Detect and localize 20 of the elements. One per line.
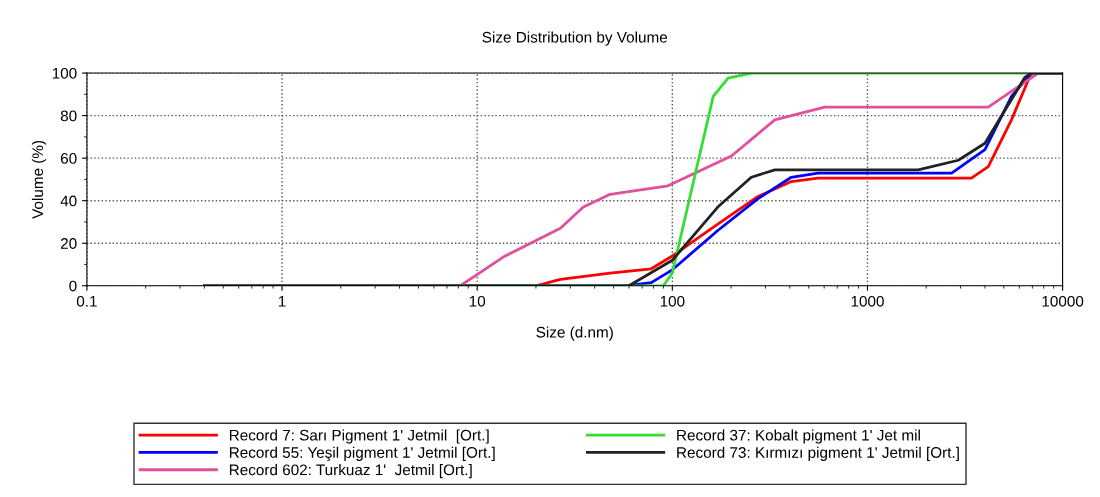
legend-label: Record 7: Sarı Pigment 1' Jetmil [Ort.] [229,429,489,444]
y-tick-label: 100 [52,67,77,79]
chart-title: Size Distribution by Volume [482,31,668,46]
x-tick-label: 1000 [851,295,884,307]
legend-label: Record 602: Turkuaz 1' Jetmil [Ort.] [229,464,472,479]
legend-label: Record 55: Yeşil pigment 1' Jetmil [Ort.] [229,446,495,461]
y-tick-label: 20 [60,238,77,249]
x-tick-label: 10 [469,295,486,307]
y-tick-label: 80 [60,110,77,122]
x-tick-label: 10000 [1042,295,1084,307]
x-tick-label: 0.1 [76,295,97,307]
y-tick-label: 40 [60,195,77,207]
x-tick-label: 100 [660,295,685,307]
x-axis-title: Size (d.nm) [536,326,613,341]
y-axis-title: Volume (%) [31,140,47,219]
y-tick-label: 0 [69,280,77,292]
y-tick-label: 60 [60,153,77,164]
x-tick-label: 1 [278,296,286,307]
legend-label: Record 73: Kırmızı pigment 1' Jetmil [Ort.] [677,446,959,461]
legend-label: Record 37: Kobalt pigment 1' Jet mil [677,429,920,444]
